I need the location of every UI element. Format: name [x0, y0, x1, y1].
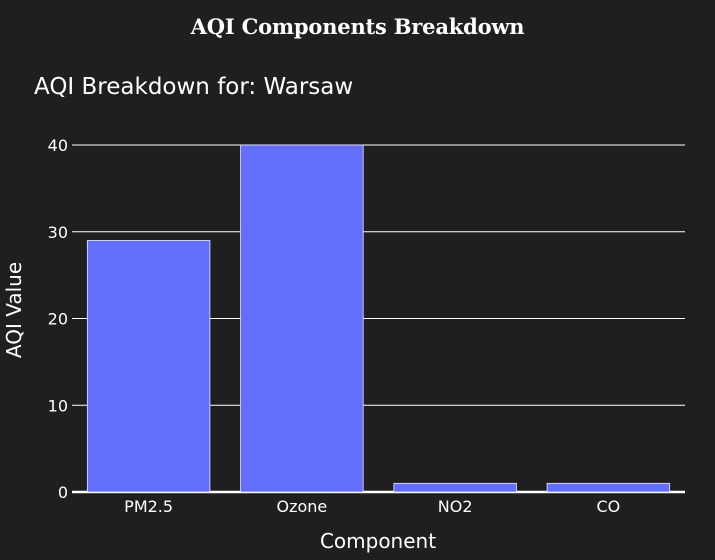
bar-pm2-5[interactable]	[86, 240, 211, 493]
x-tick-label: NO2	[438, 497, 473, 516]
bar-no2[interactable]	[393, 482, 517, 493]
y-tick-label: 0	[58, 483, 68, 502]
x-tick-label: PM2.5	[124, 497, 173, 516]
chart-title: AQI Breakdown for: Warsaw	[34, 74, 353, 100]
bar-co[interactable]	[546, 482, 671, 493]
y-axis-title: AQI Value	[2, 262, 26, 358]
y-tick-label: 20	[48, 310, 68, 329]
x-tick-label: CO	[596, 497, 620, 516]
y-tick-label: 40	[48, 136, 68, 155]
page-heading: AQI Components Breakdown	[190, 14, 525, 39]
bars	[86, 144, 671, 493]
y-tick-label: 30	[48, 223, 68, 242]
x-axis-title: Component	[320, 529, 436, 553]
x-tick-label: Ozone	[276, 497, 327, 516]
bar-ozone[interactable]	[240, 144, 364, 493]
x-tick-labels: PM2.5 Ozone NO2 CO	[124, 497, 620, 516]
y-tick-labels: 0 10 20 30 40	[48, 136, 68, 502]
y-tick-label: 10	[48, 396, 68, 415]
